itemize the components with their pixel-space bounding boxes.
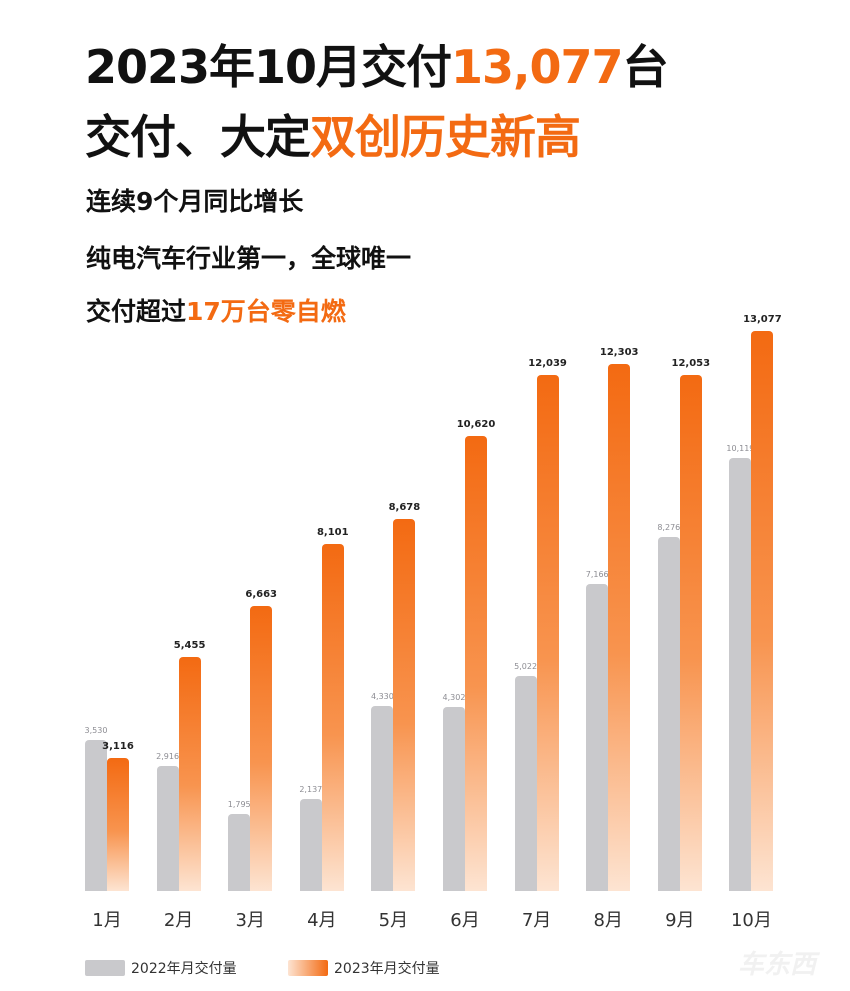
x-axis-label: 9月	[665, 910, 695, 931]
bar-2023	[321, 544, 344, 891]
bar-value-label: 1,795	[227, 800, 251, 810]
legend-swatch-gray	[85, 960, 125, 976]
bar-value-label: 13,077	[743, 314, 782, 325]
x-axis-label: 1月	[92, 910, 122, 931]
x-axis-label: 3月	[235, 910, 265, 931]
legend-label: 2023年月交付量	[334, 961, 440, 977]
bar-2023	[250, 605, 273, 891]
bar-value-label: 10,620	[456, 419, 496, 431]
bar-value-label: 12,303	[599, 347, 639, 359]
headline-text: 台	[622, 40, 669, 94]
bar-2022	[156, 766, 179, 891]
x-axis-label: 2月	[163, 910, 194, 931]
subhead-highlight: 17万台零自燃	[186, 297, 346, 326]
bar-value-label: 6,663	[245, 588, 277, 600]
bar-value-label: 4,330	[370, 691, 394, 701]
legend-item-2022: 2022年月交付量	[85, 958, 237, 978]
legend-item-2023: 2023年月交付量	[288, 958, 440, 978]
legend-label: 2022年月交付量	[131, 961, 237, 977]
subhead-text: 交付超过	[86, 297, 187, 326]
bar-value-label: 12,053	[671, 357, 711, 369]
bar-value-label: 4,302	[442, 692, 466, 702]
bar-2022	[443, 706, 465, 891]
bar-2022	[371, 705, 394, 891]
watermark-logo: 车东西	[738, 950, 817, 980]
bar-2023	[178, 657, 201, 891]
x-axis-label: 7月	[521, 910, 552, 931]
bar-value-label: 7,166	[585, 570, 609, 580]
bar-2023	[751, 331, 774, 891]
bar-value-label: 8,101	[316, 527, 349, 539]
bar-2022	[228, 814, 251, 891]
bar-2023	[536, 375, 559, 891]
headline-highlight-delivery-count: 13,077	[451, 40, 624, 94]
bar-2023	[107, 757, 129, 891]
bar-2022	[729, 457, 752, 891]
x-axis-label: 5月	[378, 910, 409, 931]
x-axis-label: 6月	[450, 910, 480, 931]
x-axis-label: 4月	[307, 910, 337, 931]
bar-value-label: 3,116	[102, 740, 134, 752]
bar-value-label: 8,276	[657, 522, 681, 532]
bar-2023	[465, 436, 487, 891]
bar-value-label: 10,119	[726, 443, 755, 453]
bar-2022	[586, 584, 609, 891]
legend-swatch-orange	[288, 960, 328, 976]
bar-value-label: 3,530	[84, 725, 108, 735]
bar-2022	[514, 675, 537, 891]
bar-2022	[85, 739, 107, 891]
bar-2023	[393, 519, 416, 891]
bar-2023	[608, 364, 631, 891]
bar-value-label: 2,916	[156, 752, 180, 762]
subhead-2: 纯电汽车行业第一，全球唯一	[86, 244, 412, 273]
bar-value-label: 12,039	[528, 358, 567, 370]
bar-value-label: 2,137	[299, 785, 323, 795]
headline-text: 2023年10月交付	[85, 40, 452, 94]
headline-text: 交付、大定	[85, 110, 311, 164]
headline-line-2: 交付、大定双创历史新高	[85, 108, 581, 166]
bar-value-label: 5,455	[173, 640, 206, 652]
subhead-1: 连续9个月同比增长	[86, 187, 304, 216]
bar-2022	[299, 799, 322, 891]
headline-highlight-record: 双创历史新高	[310, 110, 581, 164]
bar-value-label: 5,022	[514, 661, 538, 671]
x-axis-label: 8月	[593, 910, 623, 931]
subhead-3: 交付超过17万台零自燃	[86, 296, 346, 328]
bar-value-label: 8,678	[388, 502, 421, 514]
headline-line-1: 2023年10月交付13,077台	[85, 38, 669, 96]
bar-2023	[679, 374, 702, 891]
bar-2022	[657, 536, 680, 891]
x-axis-label: 10月	[730, 910, 772, 931]
